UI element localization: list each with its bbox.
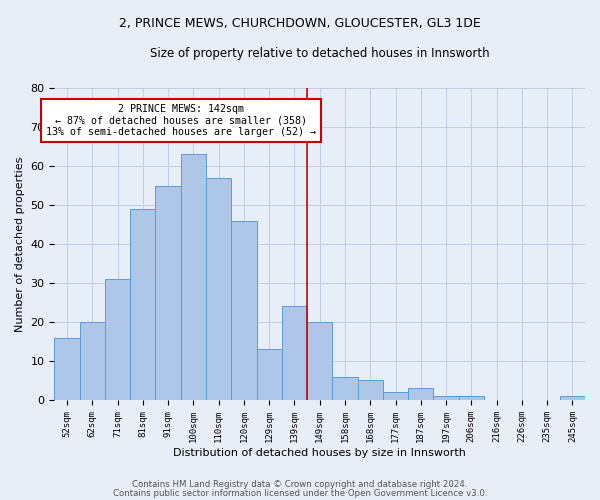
Bar: [130, 209, 155, 400]
X-axis label: Distribution of detached houses by size in Innsworth: Distribution of detached houses by size …: [173, 448, 466, 458]
Bar: [560, 396, 585, 400]
Text: Contains public sector information licensed under the Open Government Licence v3: Contains public sector information licen…: [113, 488, 487, 498]
Bar: [358, 380, 383, 400]
Bar: [231, 220, 257, 400]
Bar: [408, 388, 433, 400]
Bar: [55, 338, 80, 400]
Bar: [433, 396, 458, 400]
Bar: [282, 306, 307, 400]
Bar: [181, 154, 206, 400]
Bar: [332, 376, 358, 400]
Y-axis label: Number of detached properties: Number of detached properties: [15, 156, 25, 332]
Text: 2, PRINCE MEWS, CHURCHDOWN, GLOUCESTER, GL3 1DE: 2, PRINCE MEWS, CHURCHDOWN, GLOUCESTER, …: [119, 18, 481, 30]
Bar: [105, 279, 130, 400]
Bar: [155, 186, 181, 400]
Bar: [80, 322, 105, 400]
Bar: [458, 396, 484, 400]
Bar: [383, 392, 408, 400]
Bar: [257, 350, 282, 400]
Bar: [206, 178, 231, 400]
Text: Contains HM Land Registry data © Crown copyright and database right 2024.: Contains HM Land Registry data © Crown c…: [132, 480, 468, 489]
Text: 2 PRINCE MEWS: 142sqm
← 87% of detached houses are smaller (358)
13% of semi-det: 2 PRINCE MEWS: 142sqm ← 87% of detached …: [46, 104, 316, 137]
Bar: [307, 322, 332, 400]
Title: Size of property relative to detached houses in Innsworth: Size of property relative to detached ho…: [150, 48, 490, 60]
